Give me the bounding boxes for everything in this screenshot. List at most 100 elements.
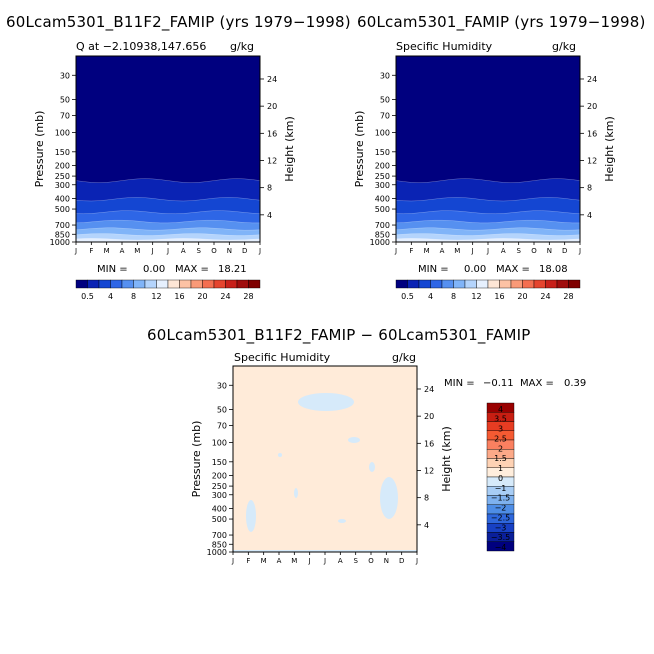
month-tick-label: S: [516, 247, 521, 255]
month-tick-label: O: [211, 247, 217, 255]
pressure-tick-label: 850: [375, 230, 390, 239]
panel1-ylabel-right: Height (km): [283, 116, 296, 182]
difference-blob: [298, 393, 354, 411]
difference-surface-band: [233, 550, 417, 552]
colorbar-swatch: [213, 279, 226, 289]
pressure-tick-label: 50: [217, 406, 227, 415]
pressure-tick-label: 100: [212, 439, 227, 448]
month-tick-label: J: [74, 247, 77, 255]
colorbar-label: 24: [540, 292, 550, 301]
month-tick-label: J: [394, 247, 397, 255]
colorbar-swatch: [453, 279, 466, 289]
panel1-ylabel: Pressure (mb): [33, 111, 46, 188]
pressure-tick-label: 850: [55, 230, 70, 239]
height-tick-label: 8: [424, 494, 429, 503]
colorbar-swatch: [556, 279, 569, 289]
month-tick-label: O: [368, 557, 374, 565]
colorbar-label: 28: [243, 292, 253, 301]
month-tick-label: J: [166, 247, 169, 255]
colorbar-swatch: [133, 279, 146, 289]
panel2-max-label: MAX =: [496, 264, 530, 275]
colorbar-label: 20: [517, 292, 527, 301]
pressure-tick-label: 1000: [207, 548, 227, 557]
height-tick-label: 20: [587, 102, 597, 111]
colorbar-swatch: [510, 279, 523, 289]
panel2-subtitle: Specific Humidity: [396, 40, 493, 53]
colorbar-label: 8: [451, 292, 456, 301]
month-tick-label: J: [308, 557, 311, 565]
month-tick-label: M: [424, 247, 430, 255]
diff-colorbar-swatch: [486, 541, 515, 552]
colorbar-swatch: [87, 279, 100, 289]
pressure-tick-label: 250: [212, 482, 227, 491]
colorbar-swatch: [476, 279, 489, 289]
colorbar-label: 8: [131, 292, 136, 301]
diff-colorbar-label: −1: [495, 484, 507, 493]
diff-colorbar-label: −4: [495, 543, 507, 552]
panel1-units: g/kg: [230, 40, 255, 53]
pressure-tick-label: 200: [212, 471, 227, 480]
colorbar-swatch: [418, 279, 431, 289]
difference-blob: [278, 453, 282, 457]
pressure-tick-label: 150: [212, 458, 227, 467]
pressure-tick-label: 50: [380, 96, 390, 105]
colorbar-swatch: [202, 279, 215, 289]
diff-colorbar-label: 2.5: [494, 434, 507, 443]
month-tick-label: D: [242, 247, 247, 255]
month-tick-label: N: [384, 557, 389, 565]
pressure-tick-label: 400: [212, 504, 227, 513]
month-tick-label: A: [338, 557, 343, 565]
height-tick-label: 24: [267, 75, 277, 84]
diff-colorbar-label: 1: [498, 464, 503, 473]
month-tick-label: S: [353, 557, 358, 565]
pressure-tick-label: 700: [375, 221, 390, 230]
pressure-tick-label: 700: [55, 221, 70, 230]
colorbar-label: 24: [220, 292, 230, 301]
colorbar-swatch: [395, 279, 408, 289]
month-tick-label: F: [409, 247, 413, 255]
height-tick-label: 24: [587, 75, 597, 84]
difference-blob: [348, 437, 360, 443]
panel2-ylabel-right: Height (km): [603, 116, 616, 182]
pressure-tick-label: 300: [55, 181, 70, 190]
diff-colorbar-label: 1.5: [494, 454, 507, 463]
diff-colorbar-label: 3.5: [494, 415, 507, 424]
colorbar-label: 12: [471, 292, 481, 301]
month-tick-label: S: [196, 247, 201, 255]
month-tick-label: M: [104, 247, 110, 255]
pressure-tick-label: 500: [55, 205, 70, 214]
pressure-tick-label: 250: [55, 172, 70, 181]
height-tick-label: 24: [424, 385, 434, 394]
panel1-max-label: MAX =: [175, 264, 209, 275]
height-tick-label: 12: [587, 156, 597, 165]
panel2-min-value: 0.00: [464, 264, 487, 275]
height-tick-label: 20: [424, 412, 434, 421]
colorbar-label: 0.5: [81, 292, 94, 301]
colorbar-swatch: [441, 279, 454, 289]
colorbar-label: 4: [428, 292, 433, 301]
pressure-tick-label: 1000: [50, 238, 70, 247]
diff-colorbar-label: −1.5: [491, 494, 510, 503]
panel1-subtitle: Q at −2.10938,147.656: [76, 40, 207, 53]
panel2-title: 60Lcam5301_FAMIP (yrs 1979−1998): [357, 13, 646, 31]
colorbar-label: 0.5: [401, 292, 414, 301]
diff-colorbar-label: −3: [495, 523, 507, 532]
panel2-ylabel: Pressure (mb): [353, 111, 366, 188]
pressure-tick-label: 700: [212, 531, 227, 540]
diff-colorbar-label: 2: [498, 444, 503, 453]
month-tick-label: D: [399, 557, 404, 565]
difference-blob: [380, 477, 398, 519]
diff-colorbar-label: −2.5: [491, 513, 510, 522]
colorbar-swatch: [487, 279, 500, 289]
colorbar-label: 20: [197, 292, 207, 301]
colorbar-swatch: [190, 279, 203, 289]
month-tick-label: J: [578, 247, 581, 255]
pressure-tick-label: 400: [55, 194, 70, 203]
panel3-max-value: 0.39: [564, 378, 587, 389]
pressure-tick-label: 500: [375, 205, 390, 214]
month-tick-label: J: [258, 247, 261, 255]
colorbar-swatch: [75, 279, 88, 289]
pressure-tick-label: 30: [217, 381, 227, 390]
diff-colorbar-label: −3.5: [491, 533, 510, 542]
pressure-tick-label: 200: [55, 161, 70, 170]
